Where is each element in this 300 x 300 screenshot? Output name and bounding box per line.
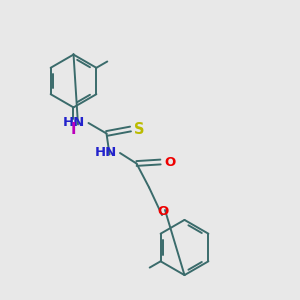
Text: O: O [164, 155, 176, 169]
Text: O: O [158, 205, 169, 218]
Text: I: I [71, 122, 76, 137]
Text: HN: HN [95, 146, 117, 160]
Text: S: S [134, 122, 145, 136]
Text: HN: HN [63, 116, 86, 130]
